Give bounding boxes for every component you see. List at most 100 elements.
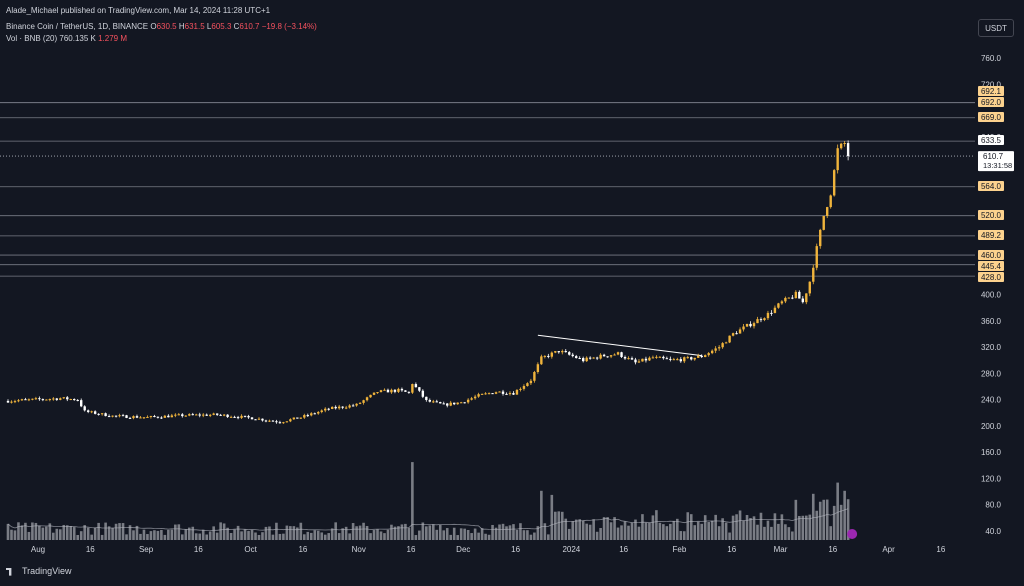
volume-bar (142, 529, 146, 540)
trendline (537, 334, 702, 357)
volume-bar (163, 534, 167, 540)
candle-body (480, 393, 484, 395)
last-price-box (978, 151, 1014, 172)
candle-body (536, 364, 540, 373)
volume-bar (536, 526, 540, 540)
candle-body (623, 356, 627, 359)
candle-body (651, 357, 655, 359)
candle-body (766, 312, 770, 319)
candle-body (414, 384, 418, 388)
price-axis[interactable]: 760.0720.0640.0600.0400.0360.0320.0280.0… (981, 54, 1002, 536)
volume-bar (550, 494, 554, 540)
volume-bar (463, 528, 466, 540)
candle-body (798, 291, 801, 299)
candle-body (386, 389, 390, 393)
candle-body (805, 293, 808, 303)
candle-body (470, 398, 473, 400)
volume-bar (400, 524, 404, 540)
volume-bar (45, 526, 48, 540)
candle-body (66, 397, 69, 400)
currency-button[interactable]: USDT (978, 19, 1014, 37)
volume-bar (780, 514, 784, 540)
volume-bar (798, 515, 801, 540)
time-tick-label: 16 (298, 545, 307, 554)
candle-body (780, 301, 784, 304)
candle-body (306, 415, 309, 417)
volume-label[interactable]: Vol · BNB (20) (6, 34, 58, 43)
candle-body (456, 402, 459, 405)
candle-body (254, 419, 257, 421)
time-tick-label: 16 (194, 545, 203, 554)
volume-bar (491, 524, 494, 540)
volume-bar (184, 529, 188, 540)
candle-body (697, 355, 700, 358)
candle-body (819, 229, 822, 247)
volume-bar (156, 530, 160, 540)
candle-body (759, 319, 763, 321)
candle-body (400, 388, 404, 391)
volume-bar (243, 529, 247, 540)
volume-bar (254, 532, 257, 540)
volume-bar (522, 530, 526, 540)
candle-body (630, 358, 634, 360)
volume-bar (257, 534, 261, 540)
volume-bar (494, 527, 498, 540)
volume-bar (721, 518, 724, 540)
candle-body (784, 297, 787, 302)
volume-bar (449, 534, 453, 540)
candle-body (264, 420, 268, 422)
volume-bar (560, 511, 564, 540)
candle-body (268, 420, 271, 422)
candle-body (282, 422, 285, 424)
symbol-name[interactable]: Binance Coin / TetherUS, 1D, BINANCE (6, 22, 149, 31)
volume-bar (700, 523, 704, 540)
price-tick-label: 720.0 (981, 80, 1002, 89)
volume-bar (34, 522, 38, 540)
candle-body (710, 350, 714, 354)
volume-bar (418, 530, 421, 540)
candle-body (571, 354, 574, 357)
volume-bar (693, 525, 697, 540)
candle-body (177, 414, 181, 416)
volume-bar (229, 533, 233, 540)
candle-body (634, 359, 637, 363)
candle-body (153, 416, 156, 418)
candle-body (296, 417, 299, 419)
volume-bar (515, 530, 519, 540)
level-label-box (978, 250, 1004, 260)
volume-bar (829, 526, 832, 540)
volume-bar (644, 522, 648, 540)
candle-body (700, 355, 703, 358)
level-label: 633.5 (981, 136, 1002, 145)
candle-body (487, 393, 491, 395)
volume-bar (390, 524, 393, 540)
volume-bar (529, 534, 533, 540)
candle-body (683, 357, 686, 362)
candle-body (595, 357, 599, 359)
candle-body (121, 415, 125, 417)
volume-bar (526, 530, 529, 540)
close-value: 610.7 (239, 22, 260, 31)
volume-bar (836, 482, 839, 540)
volume-bar (278, 533, 282, 540)
candle-body (679, 359, 682, 362)
volume-bar (613, 517, 616, 540)
volume-bar (763, 526, 766, 540)
candle-body (188, 414, 191, 416)
volume-bar (442, 530, 446, 540)
candle-body (146, 416, 149, 418)
volume-bar (839, 504, 843, 540)
volume-bar (285, 525, 289, 540)
time-axis[interactable]: Aug 16 Sep 16 Oct 16 Nov 16 Dec 16 2024 16 Feb 16 Mar 1… (31, 529, 946, 554)
candle-body (376, 392, 379, 394)
candle-body (585, 357, 588, 362)
candle-body (365, 397, 369, 401)
candle-body (236, 417, 240, 419)
candle-body (763, 318, 766, 320)
volume-bar (355, 526, 358, 540)
last-price-label: 610.7 (983, 152, 1004, 161)
candle-body (226, 414, 229, 418)
candle-body (770, 312, 773, 314)
volume-bar (334, 522, 337, 540)
